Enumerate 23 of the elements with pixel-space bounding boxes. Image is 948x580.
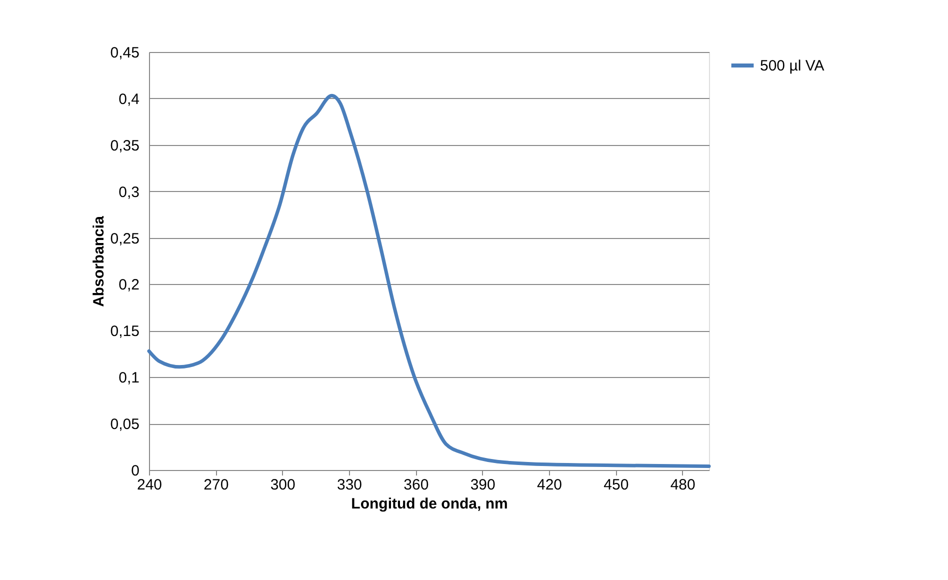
- y-tick-label: 0,15: [110, 323, 140, 340]
- x-axis-title: Longitud de onda, nm: [351, 496, 508, 512]
- y-axis-title: Absorbancia: [90, 215, 108, 307]
- y-tick-label: 0,45: [110, 44, 140, 62]
- x-tick-label: 270: [204, 476, 229, 494]
- x-tick-label: 450: [604, 476, 629, 494]
- y-tick-label: 0,35: [110, 137, 140, 154]
- x-tick-label: 300: [270, 476, 296, 494]
- y-tick-label: 0,25: [110, 230, 140, 248]
- y-tick-label: 0,4: [118, 90, 140, 108]
- y-tick-label: 0,1: [118, 370, 140, 387]
- line-series: [147, 94, 711, 468]
- legend-label: 500 µl VA: [760, 58, 824, 74]
- x-tick-label: 480: [670, 476, 696, 494]
- y-tick-label: 0,3: [118, 184, 140, 201]
- y-tick-label: 0,05: [110, 416, 140, 434]
- x-tick-label: 240: [136, 476, 162, 494]
- x-tick-label: 360: [404, 476, 429, 494]
- x-tick-label: 330: [336, 476, 362, 494]
- y-tick-label: 0,2: [118, 276, 140, 294]
- x-tick-label: 420: [536, 476, 562, 494]
- x-tick-label: 390: [470, 476, 496, 494]
- y-tick-label: 0: [131, 462, 140, 480]
